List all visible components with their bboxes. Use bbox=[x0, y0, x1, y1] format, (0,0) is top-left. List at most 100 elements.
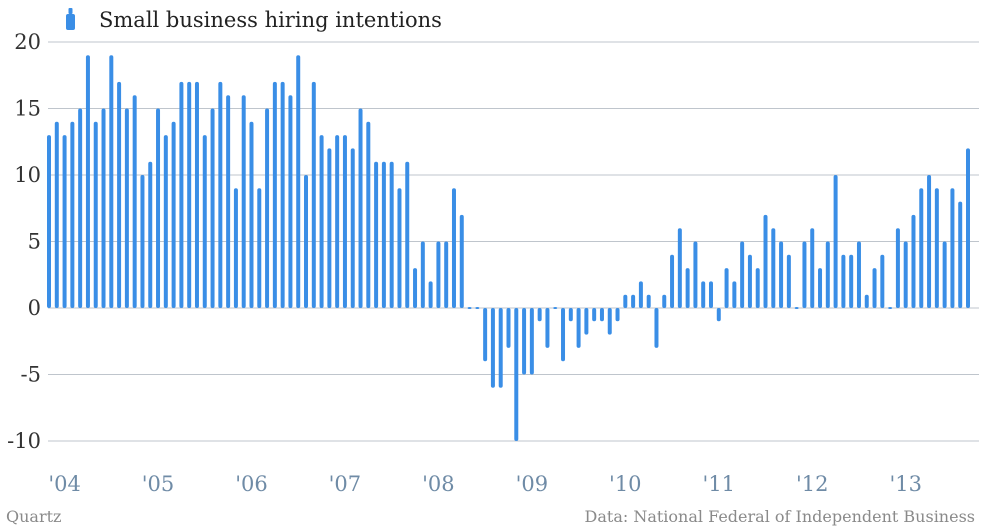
bar bbox=[849, 254, 854, 308]
bar bbox=[187, 81, 192, 309]
bar bbox=[872, 268, 877, 308]
bar bbox=[755, 268, 760, 308]
bar bbox=[459, 214, 464, 308]
bar bbox=[779, 241, 784, 308]
bar bbox=[911, 214, 916, 308]
bar bbox=[428, 281, 433, 308]
bar bbox=[381, 161, 386, 308]
bar bbox=[950, 188, 955, 308]
bar bbox=[966, 148, 970, 308]
bar bbox=[210, 108, 215, 308]
y-tick-label: 0 bbox=[28, 296, 41, 320]
bar bbox=[78, 108, 83, 308]
bar bbox=[444, 241, 449, 308]
x-tick-label: '10 bbox=[609, 472, 642, 496]
bar bbox=[202, 135, 207, 308]
legend-marker-icon bbox=[66, 8, 75, 30]
bar bbox=[265, 108, 270, 308]
bar bbox=[576, 308, 581, 348]
bar bbox=[498, 308, 503, 388]
y-tick-label: -10 bbox=[7, 429, 41, 453]
bar bbox=[490, 308, 495, 388]
bar bbox=[537, 308, 542, 322]
bar bbox=[561, 308, 566, 362]
chart-title: Small business hiring intentions bbox=[99, 8, 442, 32]
bar bbox=[163, 135, 168, 308]
x-tick-label: '05 bbox=[142, 472, 175, 496]
bar bbox=[335, 135, 340, 308]
bar bbox=[654, 308, 659, 348]
bar bbox=[327, 148, 332, 308]
bar bbox=[724, 268, 729, 308]
bar bbox=[794, 307, 799, 309]
bar bbox=[358, 108, 363, 308]
bar bbox=[592, 308, 597, 322]
legend: Small business hiring intentions bbox=[66, 8, 442, 32]
bar bbox=[615, 308, 620, 322]
bar bbox=[85, 55, 90, 308]
bar bbox=[662, 294, 667, 308]
x-tick-label: '12 bbox=[796, 472, 829, 496]
bar bbox=[218, 81, 223, 309]
bar bbox=[919, 188, 924, 308]
bar bbox=[451, 188, 456, 308]
bar bbox=[257, 188, 262, 308]
x-tick-label: '06 bbox=[235, 472, 268, 496]
y-tick-label: 15 bbox=[14, 97, 41, 121]
bar bbox=[350, 148, 355, 308]
bar bbox=[148, 161, 153, 308]
bar bbox=[304, 175, 309, 308]
bar bbox=[47, 135, 51, 308]
bar bbox=[529, 308, 534, 375]
bar bbox=[763, 214, 768, 308]
bar bbox=[483, 308, 488, 362]
x-tick-label: '08 bbox=[422, 472, 455, 496]
x-tick-label: '11 bbox=[703, 472, 736, 496]
bar bbox=[233, 188, 238, 308]
bar bbox=[810, 228, 815, 308]
y-tick-label: 20 bbox=[14, 30, 41, 54]
bar bbox=[171, 121, 176, 308]
y-axis-ticks: 20 15 10 5 0 -5 -10 bbox=[7, 30, 41, 453]
x-tick-label: '07 bbox=[329, 472, 362, 496]
bar bbox=[740, 241, 745, 308]
bar bbox=[677, 228, 682, 308]
bar bbox=[54, 121, 59, 308]
bar-series bbox=[47, 55, 970, 441]
bar bbox=[701, 281, 706, 308]
bar bbox=[864, 294, 869, 308]
bar bbox=[117, 81, 122, 309]
bar bbox=[514, 308, 519, 441]
bar bbox=[685, 268, 690, 308]
bar bbox=[241, 95, 246, 308]
y-tick-label: 5 bbox=[28, 230, 41, 254]
bar bbox=[934, 188, 939, 308]
bar bbox=[389, 161, 394, 308]
bar bbox=[903, 241, 908, 308]
footer-brand: Quartz bbox=[6, 507, 61, 526]
bar bbox=[272, 81, 277, 309]
bar bbox=[132, 95, 137, 308]
bar bbox=[958, 201, 963, 308]
bar bbox=[942, 241, 947, 308]
bar bbox=[568, 308, 573, 322]
bar bbox=[226, 95, 231, 308]
x-axis-ticks: '04 '05 '06 '07 '08 '09 '10 '11 '12 '13 bbox=[48, 472, 922, 496]
bar bbox=[420, 241, 425, 308]
bar bbox=[62, 135, 67, 308]
bar bbox=[413, 268, 418, 308]
bar bbox=[708, 281, 713, 308]
bar bbox=[716, 308, 721, 322]
bar bbox=[156, 108, 161, 308]
bar bbox=[109, 55, 114, 308]
bar bbox=[607, 308, 612, 335]
bar bbox=[70, 121, 75, 308]
bar bbox=[786, 254, 791, 308]
bar bbox=[296, 55, 301, 308]
bar bbox=[880, 254, 885, 308]
x-tick-label: '09 bbox=[516, 472, 549, 496]
y-tick-label: 10 bbox=[14, 163, 41, 187]
bar bbox=[342, 135, 347, 308]
y-tick-label: -5 bbox=[21, 363, 41, 387]
bar bbox=[194, 81, 199, 309]
